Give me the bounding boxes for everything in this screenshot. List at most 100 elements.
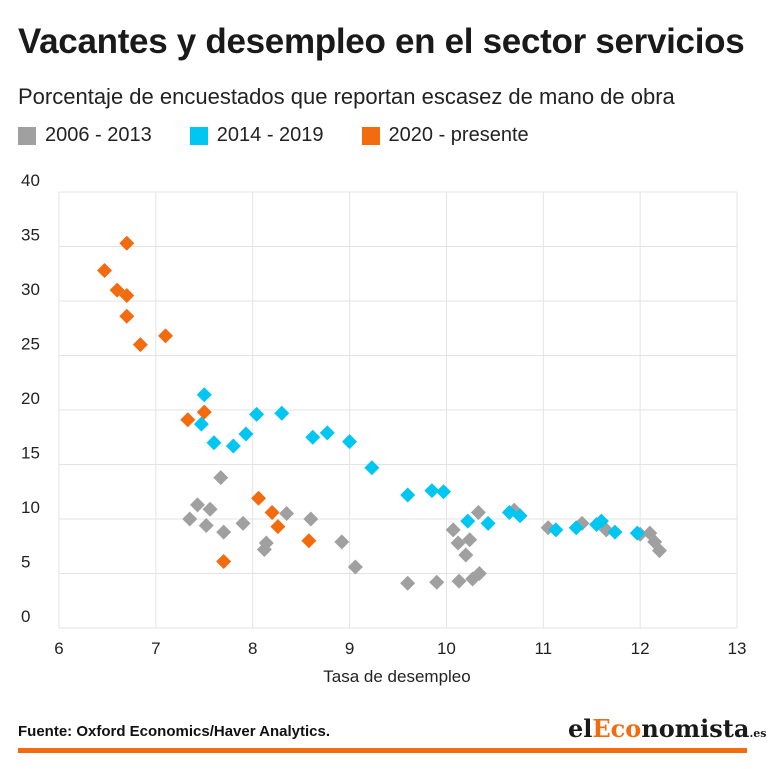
- data-point-series-1-5: [249, 406, 265, 422]
- data-point-series-0-21: [470, 504, 486, 520]
- scatter-chart: 0 5 10 15 20 25 30 35 40 6 7 8 9 10 11 12 13 Tasa de de…: [21, 171, 746, 686]
- data-point-series-1-22: [607, 524, 623, 540]
- data-point-series-1-1: [193, 416, 209, 432]
- x-tick-label: 13: [728, 639, 747, 658]
- data-point-series-1-18: [548, 522, 564, 538]
- x-tick-label: 7: [151, 639, 160, 658]
- data-point-series-0-22: [471, 566, 487, 581]
- x-tick-label: 12: [631, 639, 650, 658]
- y-tick-label: 0: [21, 607, 30, 626]
- data-point-series-2-7: [180, 412, 196, 428]
- data-point-series-0-8: [258, 535, 274, 551]
- data-point-series-1-14: [460, 513, 476, 529]
- y-tick-label: 30: [21, 280, 40, 299]
- data-point-series-1-3: [225, 438, 241, 454]
- data-point-series-2-13: [301, 533, 317, 549]
- brand-logo: elEconomista.es: [568, 714, 766, 743]
- x-tick-label: 10: [437, 639, 456, 658]
- chart-subtitle: Porcentaje de encuestados que reportan e…: [18, 84, 675, 109]
- legend-swatch-blue: [189, 126, 208, 145]
- data-point-series-0-9: [279, 506, 295, 522]
- data-point-series-0-17: [451, 573, 467, 589]
- data-point-series-1-12: [424, 483, 440, 499]
- data-point-series-0-18: [458, 547, 474, 563]
- data-point-series-1-8: [319, 425, 335, 441]
- y-tick-label: 25: [21, 335, 40, 354]
- data-point-series-0-5: [216, 524, 232, 540]
- data-point-series-1-11: [400, 487, 416, 503]
- brand-prefix: el: [568, 714, 593, 743]
- data-point-series-0-14: [429, 574, 445, 590]
- data-point-series-2-2: [119, 235, 135, 251]
- legend-item-2006-2013: 2006 - 2013: [18, 124, 152, 147]
- data-point-series-1-2: [206, 435, 222, 451]
- legend-item-2014-2019: 2014 - 2019: [189, 124, 324, 147]
- data-point-series-1-17: [512, 508, 528, 524]
- data-point-series-0-19: [462, 532, 478, 548]
- x-axis-ticks: 6 7 8 9 10 11 12 13: [54, 639, 746, 658]
- data-point-series-0-11: [334, 534, 350, 550]
- chart-legend: 2006 - 2013 2014 - 2019 2020 - presente: [18, 124, 567, 147]
- data-point-series-2-11: [264, 504, 280, 520]
- y-tick-label: 20: [21, 389, 40, 408]
- data-point-series-1-0: [196, 387, 212, 403]
- y-tick-label: 5: [21, 553, 30, 572]
- data-point-series-1-19: [568, 520, 584, 536]
- y-axis-ticks: 0 5 10 15 20 25 30 35 40: [21, 171, 40, 626]
- brand-domain: .es: [749, 727, 767, 740]
- data-point-series-1-6: [274, 405, 290, 421]
- legend-swatch-gray: [18, 126, 36, 145]
- data-point-series-1-4: [238, 426, 254, 442]
- data-point-series-0-28: [642, 525, 658, 541]
- data-point-series-0-13: [400, 575, 416, 591]
- data-point-series-1-9: [342, 434, 358, 450]
- data-point-series-0-12: [347, 559, 363, 575]
- y-tick-label: 40: [21, 171, 40, 190]
- data-point-series-2-9: [216, 554, 232, 570]
- y-tick-label: 15: [21, 444, 40, 463]
- x-tick-label: 6: [54, 639, 63, 658]
- x-tick-label: 8: [248, 639, 257, 658]
- x-tick-label: 9: [345, 639, 354, 658]
- data-point-series-0-16: [450, 535, 466, 551]
- brand-accent: Eco: [592, 714, 642, 743]
- data-point-series-2-1: [109, 282, 125, 298]
- data-point-series-0-4: [213, 470, 229, 486]
- data-point-series-2-0: [97, 262, 113, 278]
- y-tick-label: 35: [21, 226, 40, 245]
- data-point-series-2-8: [196, 404, 212, 420]
- data-point-series-0-3: [202, 501, 218, 517]
- x-axis-label: Tasa de desempleo: [323, 667, 470, 686]
- data-point-series-0-2: [198, 518, 214, 534]
- data-point-series-1-21: [593, 513, 609, 529]
- data-point-series-0-10: [303, 511, 319, 527]
- data-point-series-2-6: [158, 328, 174, 344]
- data-point-series-2-10: [251, 490, 267, 506]
- legend-item-2020-presente: 2020 - presente: [361, 124, 529, 147]
- legend-swatch-orange: [361, 126, 380, 145]
- legend-label-2020-presente: 2020 - presente: [388, 124, 529, 146]
- data-point-series-1-10: [364, 460, 380, 476]
- footer-bar: [18, 748, 747, 753]
- chart-title: Vacantes y desempleo en el sector servic…: [18, 22, 745, 61]
- y-tick-label: 10: [21, 498, 40, 517]
- data-point-series-1-13: [436, 484, 452, 500]
- data-point-series-2-5: [132, 337, 148, 353]
- data-point-series-1-23: [629, 525, 645, 541]
- data-point-series-2-4: [119, 308, 135, 324]
- grid-lines: [58, 191, 738, 629]
- legend-label-2006-2013: 2006 - 2013: [45, 124, 152, 146]
- data-points: [97, 235, 668, 591]
- data-point-series-1-7: [305, 429, 321, 445]
- data-point-series-0-0: [182, 511, 198, 527]
- data-point-series-0-15: [445, 522, 461, 538]
- brand-suffix: nomista: [641, 714, 750, 743]
- x-tick-label: 11: [534, 639, 552, 658]
- data-point-series-0-1: [190, 497, 206, 513]
- data-point-series-2-3: [119, 288, 135, 304]
- data-point-series-1-15: [480, 515, 496, 531]
- source-note: Fuente: Oxford Economics/Haver Analytics…: [18, 723, 331, 740]
- data-point-series-0-30: [652, 543, 668, 559]
- data-point-series-0-6: [235, 515, 251, 531]
- data-point-series-2-12: [270, 519, 286, 535]
